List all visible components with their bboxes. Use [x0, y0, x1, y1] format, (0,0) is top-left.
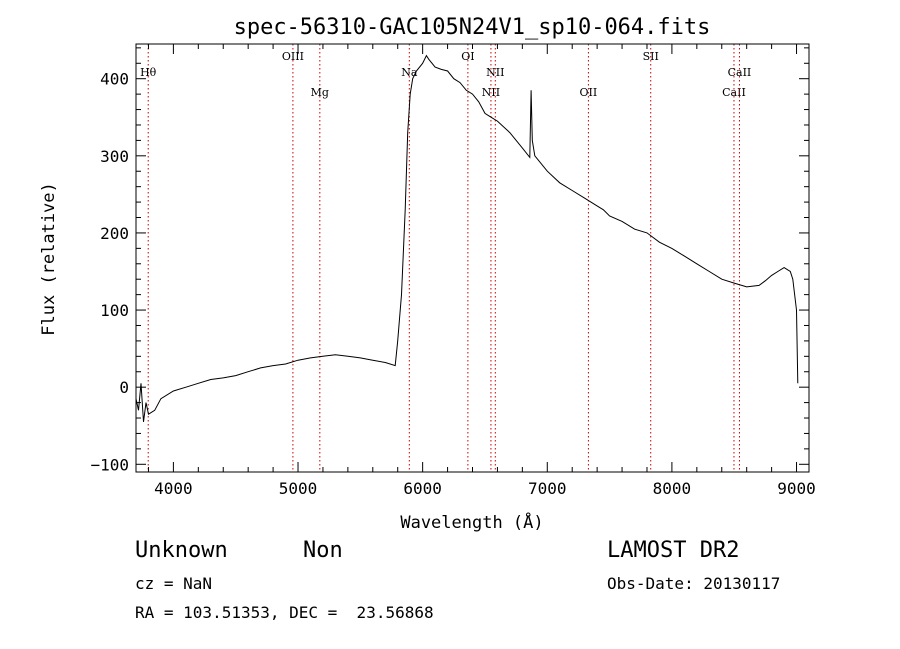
y-tick-label: 300	[100, 147, 129, 166]
redshift-cz: cz = NaN	[135, 574, 213, 593]
x-tick-label: 9000	[777, 479, 816, 498]
y-axis-label: Flux (relative)	[39, 182, 59, 336]
y-tick-label: 0	[119, 378, 129, 397]
x-tick-label: 7000	[528, 479, 567, 498]
line-label: NII	[482, 86, 500, 99]
x-tick-label: 6000	[403, 479, 442, 498]
line-label: CaII	[728, 66, 752, 79]
x-tick-label: 8000	[653, 479, 692, 498]
spectrum-line	[135, 54, 799, 422]
line-label: OIII	[282, 50, 304, 63]
x-axis-label: Wavelength (Å)	[400, 511, 543, 533]
chart-title: spec-56310-GAC105N24V1_sp10-064.fits	[234, 15, 711, 40]
survey-name: LAMOST DR2	[607, 538, 740, 563]
y-tick-label: −100	[90, 455, 129, 474]
y-tick-label: 200	[100, 224, 129, 243]
axis-ticks: 4000 5000 6000 7000 8000 9000 −100 0 100 200 300 40…	[90, 44, 816, 498]
object-subclass: Non	[303, 538, 343, 563]
plot-frame	[135, 43, 810, 473]
line-label: CaII	[722, 86, 746, 99]
object-class: Unknown	[135, 538, 228, 563]
obs-date: Obs-Date: 20130117	[607, 574, 781, 593]
line-label: OI	[461, 50, 474, 63]
line-label: SII	[643, 50, 659, 63]
line-label: Hθ	[140, 66, 157, 79]
y-tick-label: 100	[100, 301, 129, 320]
x-tick-label: 4000	[154, 479, 193, 498]
x-tick-label: 5000	[279, 479, 318, 498]
line-label: OII	[580, 86, 598, 99]
y-tick-label: 400	[100, 70, 129, 89]
line-label: NII	[486, 66, 504, 79]
line-label: Mg	[311, 86, 329, 99]
coordinates: RA = 103.51353, DEC = 23.56868	[135, 603, 434, 622]
